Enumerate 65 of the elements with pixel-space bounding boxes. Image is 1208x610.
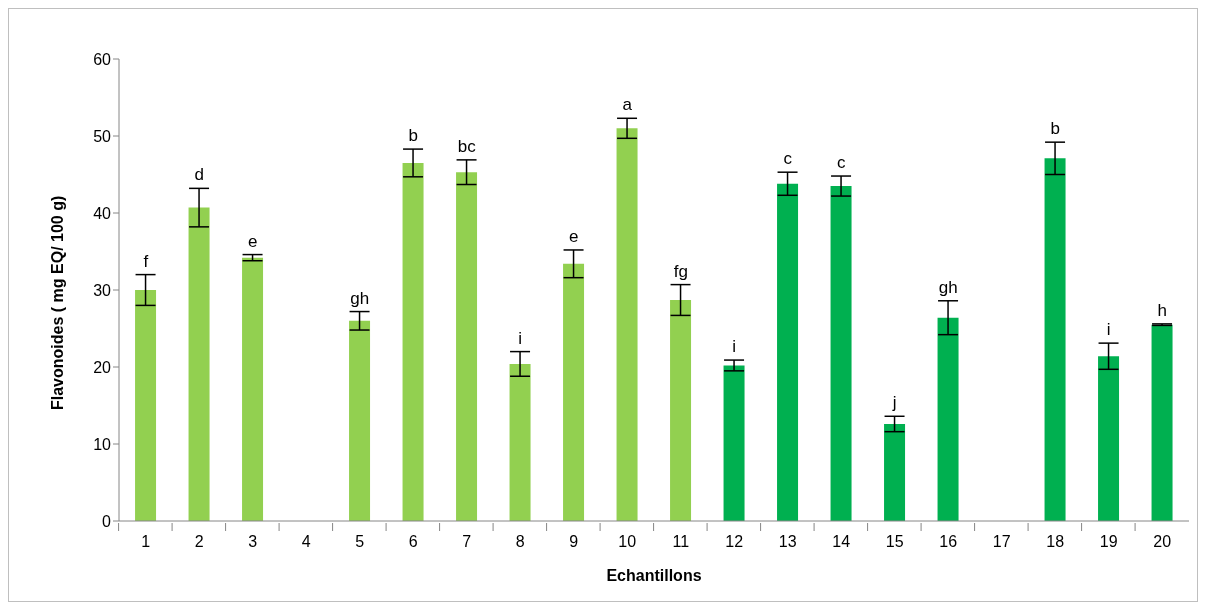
x-tick-label: 2 bbox=[194, 533, 204, 550]
annotation: j bbox=[891, 393, 897, 413]
x-tick-label: 18 bbox=[1046, 533, 1065, 550]
bar bbox=[456, 172, 478, 521]
bar bbox=[616, 128, 638, 521]
x-tick-label: 20 bbox=[1153, 533, 1172, 550]
annotation: d bbox=[194, 165, 204, 185]
bar bbox=[349, 320, 371, 521]
annotation: b bbox=[1050, 119, 1060, 139]
annotation: gh bbox=[938, 277, 958, 297]
x-tick-label: 11 bbox=[672, 533, 690, 550]
x-tick-label: 6 bbox=[408, 533, 418, 550]
x-tick-label: 7 bbox=[462, 533, 472, 550]
bar bbox=[188, 207, 210, 521]
annotation: c bbox=[783, 149, 793, 169]
y-tick-label: 20 bbox=[93, 358, 112, 376]
bar bbox=[723, 365, 745, 521]
x-tick-label: 8 bbox=[515, 533, 525, 550]
annotation: a bbox=[622, 95, 633, 115]
x-tick-label: 15 bbox=[885, 533, 904, 550]
annotation: bc bbox=[457, 136, 477, 156]
y-axis-title: Flavonoides ( mg EQ/ 100 g) bbox=[48, 195, 66, 410]
x-tick-label: 14 bbox=[832, 533, 851, 550]
x-tick-label: 16 bbox=[939, 533, 958, 550]
annotation: fg bbox=[673, 261, 688, 281]
x-tick-label: 1 bbox=[141, 533, 151, 550]
y-tick-label: 0 bbox=[102, 512, 112, 530]
annotation: i bbox=[1106, 320, 1111, 340]
annotation: b bbox=[408, 126, 418, 146]
bar bbox=[242, 257, 264, 521]
bar bbox=[135, 290, 157, 521]
y-tick-label: 10 bbox=[93, 435, 112, 453]
y-tick-label: 50 bbox=[93, 127, 112, 145]
bar bbox=[884, 423, 906, 521]
bar bbox=[937, 317, 959, 521]
bar bbox=[1151, 324, 1173, 521]
annotation: gh bbox=[350, 288, 370, 308]
bar bbox=[777, 183, 799, 521]
x-tick-label: 10 bbox=[618, 533, 637, 550]
annotation: c bbox=[837, 153, 846, 173]
x-tick-label: 4 bbox=[301, 533, 311, 550]
annotation: i bbox=[518, 328, 523, 348]
y-tick-label: 60 bbox=[93, 50, 112, 68]
annotation: h bbox=[1157, 300, 1167, 320]
y-tick-label: 30 bbox=[93, 281, 112, 299]
annotation: e bbox=[569, 226, 579, 246]
x-axis-title: Echantillons bbox=[606, 567, 702, 584]
annotation: e bbox=[248, 231, 258, 251]
bar bbox=[402, 162, 424, 521]
bar bbox=[1098, 356, 1120, 521]
x-tick-label: 3 bbox=[248, 533, 258, 550]
bar bbox=[1044, 158, 1066, 521]
bar bbox=[563, 263, 585, 521]
x-tick-label: 13 bbox=[778, 533, 797, 550]
x-tick-label: 9 bbox=[569, 533, 579, 550]
x-tick-label: 12 bbox=[725, 533, 744, 550]
x-tick-label: 19 bbox=[1099, 533, 1118, 550]
y-tick-label: 40 bbox=[93, 204, 112, 222]
annotation: f bbox=[143, 251, 149, 271]
bar bbox=[830, 186, 852, 521]
bar bbox=[509, 363, 531, 521]
x-tick-label: 5 bbox=[355, 533, 365, 550]
x-tick-label: 17 bbox=[992, 533, 1011, 550]
annotation: i bbox=[732, 337, 737, 357]
bar bbox=[670, 300, 692, 521]
